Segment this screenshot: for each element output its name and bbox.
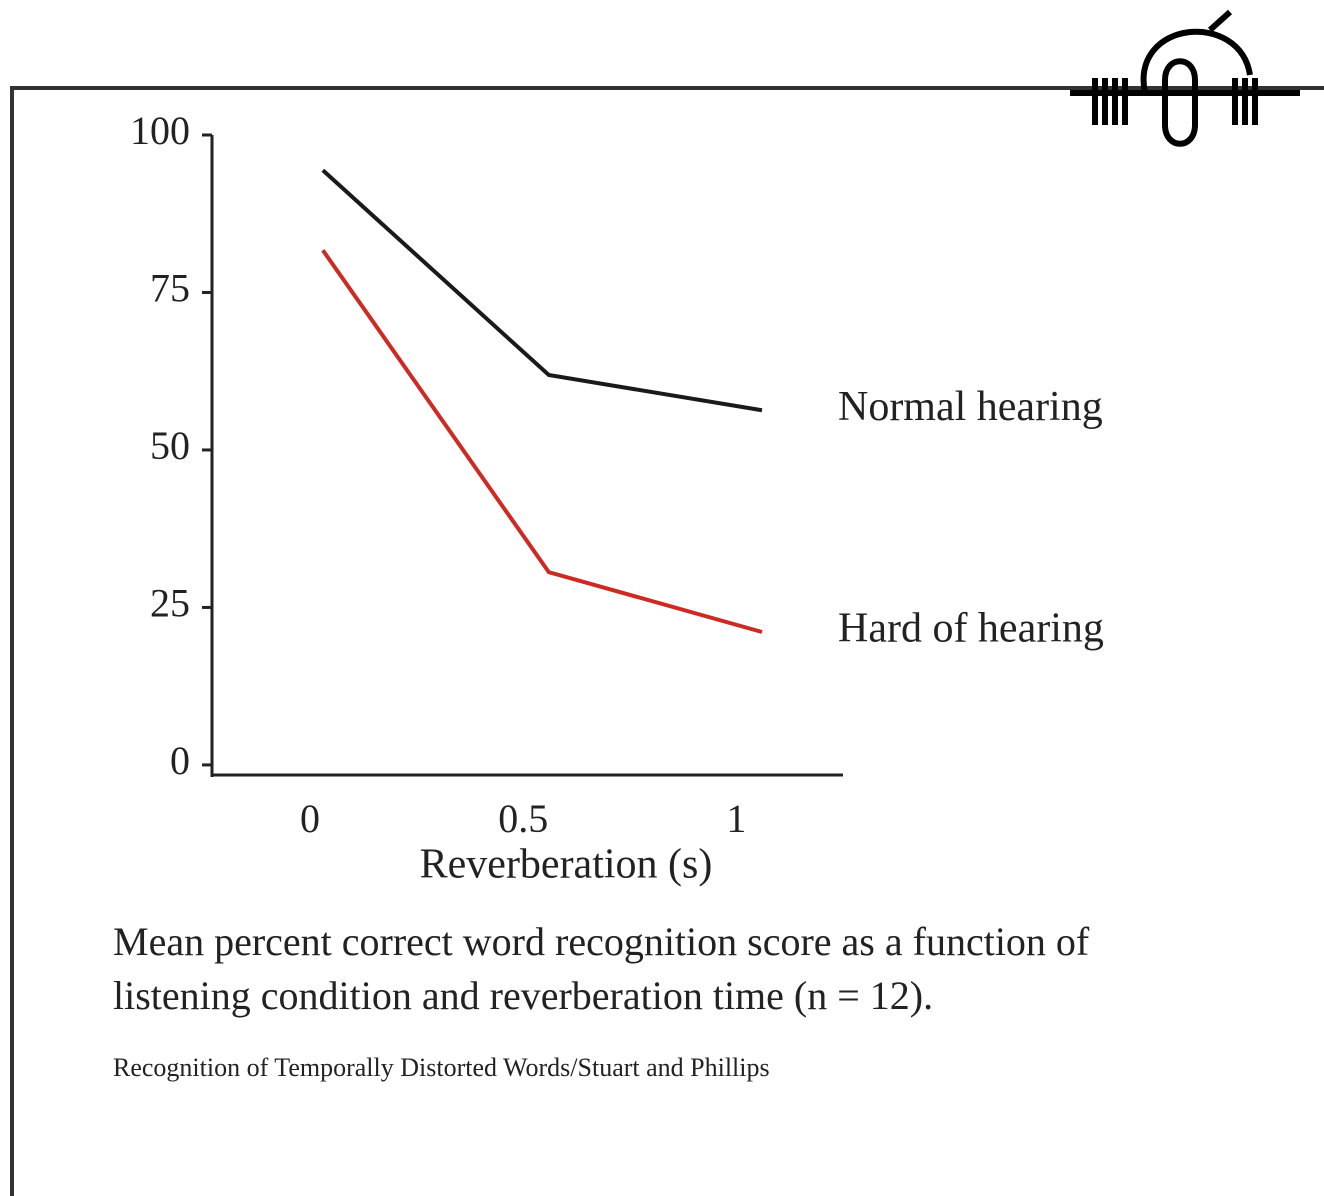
frame bbox=[10, 86, 1324, 1196]
source: Recognition of Temporally Distorted Word… bbox=[113, 1053, 770, 1082]
y-tick-label: 75 bbox=[150, 266, 190, 311]
series-line bbox=[321, 249, 763, 634]
x-tick-label: 0.5 bbox=[498, 796, 548, 841]
y-tick-label: 100 bbox=[130, 108, 190, 153]
caption-line: Mean percent correct word recognition sc… bbox=[113, 919, 1090, 964]
y-tick-label: 50 bbox=[150, 423, 190, 468]
caption-line: listening condition and reverberation ti… bbox=[113, 973, 933, 1018]
x-axis-label: Reverberation (s) bbox=[420, 842, 713, 888]
y-tick-label: 0 bbox=[170, 738, 190, 783]
x-tick-label: 0 bbox=[300, 796, 320, 841]
x-tick-label: 1 bbox=[726, 796, 746, 841]
series-label: Hard of hearing bbox=[838, 606, 1104, 652]
series-line bbox=[321, 168, 763, 413]
y-tick-label: 25 bbox=[150, 581, 190, 626]
series-label: Normal hearing bbox=[838, 384, 1103, 430]
logo bbox=[1070, 9, 1300, 147]
